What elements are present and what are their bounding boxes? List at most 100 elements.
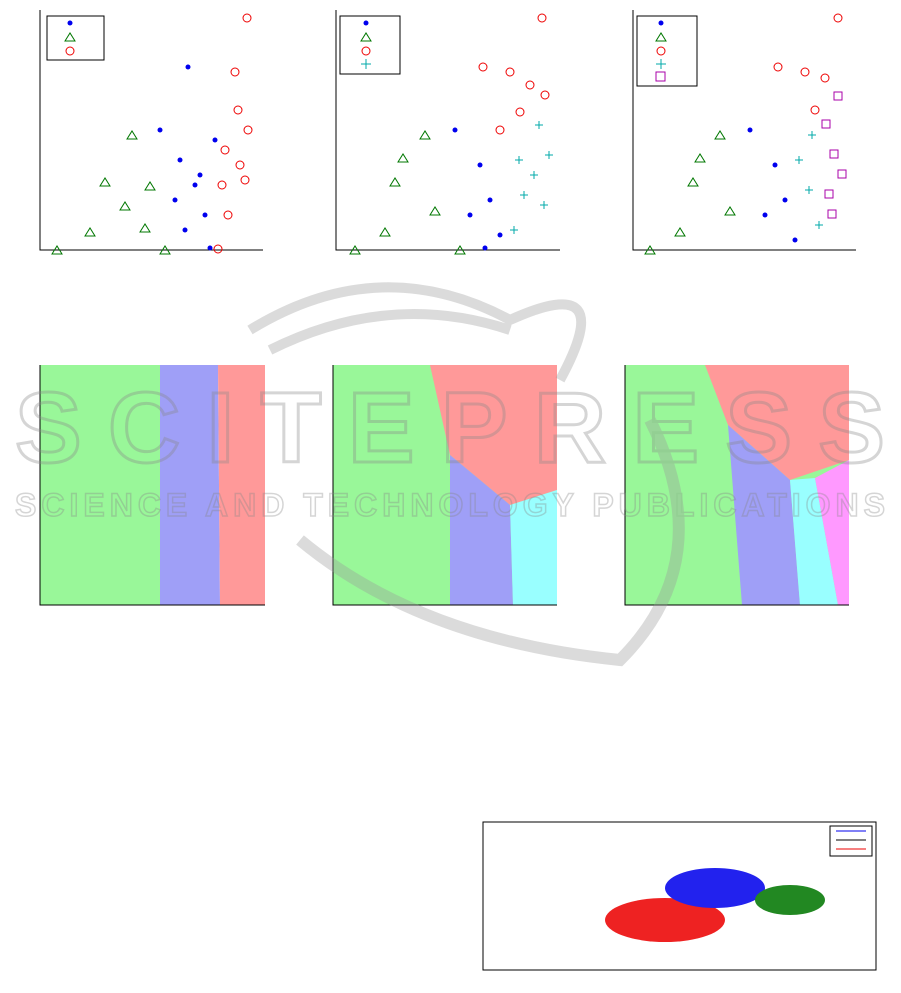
watermark-subtitle: SCIENCE AND TECHNOLOGY PUBLICATIONS: [15, 487, 885, 523]
marker: [782, 197, 788, 203]
marker: [99, 177, 111, 187]
marker: [243, 125, 253, 135]
region-red: [430, 365, 557, 505]
marker: [242, 13, 252, 23]
marker: [478, 62, 488, 72]
marker: [674, 227, 686, 237]
marker: [197, 172, 203, 178]
cluster-red: [605, 898, 725, 942]
figure-bottom: [482, 821, 877, 971]
watermark: SCITEPRESS SCIENCE AND TECHNOLOGY PUBLIC…: [14, 282, 887, 667]
region-cyan: [790, 478, 838, 605]
cluster-blue: [665, 868, 765, 908]
legend-marker: [361, 59, 371, 69]
marker: [223, 210, 233, 220]
marker: [192, 182, 198, 188]
marker: [477, 162, 483, 168]
marker: [482, 245, 488, 251]
marker: [762, 212, 768, 218]
points-cyan: [510, 121, 553, 234]
marker: [792, 237, 798, 243]
marker: [724, 206, 736, 216]
marker: [833, 13, 843, 23]
marker: [505, 67, 515, 77]
marker: [144, 181, 156, 191]
marker: [419, 130, 431, 140]
watermark-logo: [296, 417, 685, 667]
marker: [235, 160, 245, 170]
figure-top-right: [632, 10, 856, 255]
legend-marker: [65, 46, 75, 56]
cluster-green: [755, 885, 825, 915]
points-green: [51, 130, 171, 255]
marker: [429, 206, 441, 216]
legend-marker: [363, 20, 369, 26]
marker: [379, 227, 391, 237]
marker: [185, 64, 191, 70]
marker: [172, 197, 178, 203]
marker: [230, 67, 240, 77]
marker: [644, 245, 656, 255]
marker: [212, 137, 218, 143]
marker: [487, 197, 493, 203]
marker: [220, 145, 230, 155]
marker: [772, 162, 778, 168]
points-blue: [157, 64, 218, 251]
marker: [820, 73, 830, 83]
region-blue: [728, 425, 800, 605]
points-green: [644, 130, 736, 255]
marker: [773, 62, 783, 72]
marker: [821, 119, 831, 129]
legend-marker: [360, 32, 372, 42]
marker: [213, 244, 223, 254]
points-red: [773, 13, 843, 115]
points-cyan: [795, 131, 823, 229]
marker: [687, 177, 699, 187]
marker: [240, 175, 250, 185]
figure-mid-right: [624, 365, 849, 606]
region-red: [705, 365, 849, 480]
region-red: [218, 365, 265, 605]
marker: [800, 67, 810, 77]
marker: [84, 227, 96, 237]
points-blue: [452, 127, 503, 251]
axes: [482, 821, 877, 971]
marker: [714, 130, 726, 140]
legend-marker: [656, 59, 666, 69]
region-blue: [450, 455, 513, 605]
marker: [202, 212, 208, 218]
points-blue: [747, 127, 798, 243]
legend-box: [636, 15, 698, 87]
marker: [217, 180, 227, 190]
watermark-title: SCITEPRESS: [15, 372, 885, 484]
points-green: [349, 130, 466, 255]
marker: [207, 245, 213, 251]
marker: [126, 130, 138, 140]
legend-box: [46, 15, 105, 61]
figure-mid-left: [39, 365, 265, 606]
marker: [159, 245, 171, 255]
legend-marker: [656, 46, 666, 56]
figure-top-left: [39, 10, 263, 255]
marker: [177, 157, 183, 163]
axes: [332, 365, 557, 606]
watermark-logo: [247, 282, 587, 383]
legend-marker: [655, 32, 667, 42]
axes: [39, 10, 263, 251]
marker: [233, 105, 243, 115]
axes: [624, 365, 849, 606]
marker: [495, 125, 505, 135]
axes: [632, 10, 856, 251]
marker: [747, 127, 753, 133]
figure-top-middle: [335, 10, 560, 255]
legend-marker: [67, 20, 73, 26]
marker: [824, 189, 834, 199]
marker: [810, 105, 820, 115]
marker: [833, 91, 843, 101]
legend-marker: [64, 32, 76, 42]
marker: [139, 223, 151, 233]
marker: [397, 153, 409, 163]
marker: [467, 212, 473, 218]
marker: [827, 209, 837, 219]
marker: [515, 107, 525, 117]
